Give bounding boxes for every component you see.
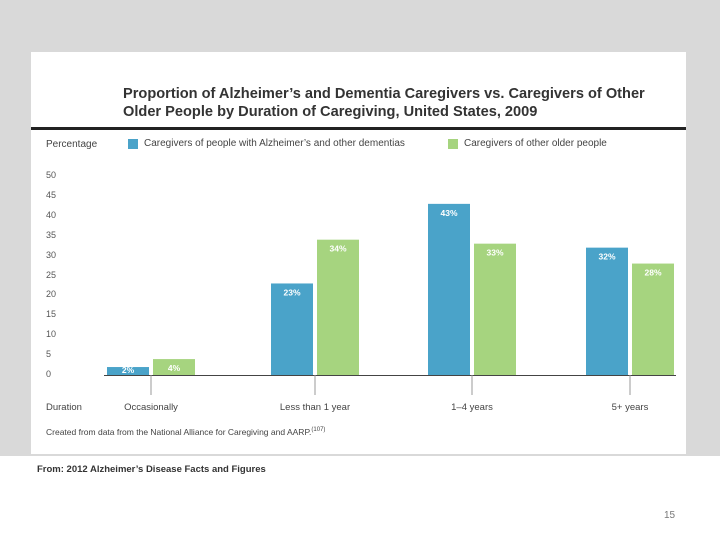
- data-note-text: Created from data from the National Alli…: [46, 427, 312, 437]
- data-note-ref: (107): [311, 427, 326, 434]
- x-tick-label: 5+ years: [611, 402, 649, 413]
- legend-swatch-alz: [128, 138, 138, 149]
- y-tick-label: 40: [46, 209, 57, 220]
- bar-value-label: 43%: [440, 208, 457, 218]
- bar-alz: [586, 247, 628, 375]
- bar-other: [474, 243, 516, 375]
- legend-item-alz: Caregivers of people with Alzheimer’s an…: [128, 138, 405, 149]
- y-tick-label: 10: [46, 329, 57, 340]
- bar-value-label: 28%: [644, 268, 661, 278]
- x-tick-label: Occasionally: [124, 402, 178, 413]
- chart-title: Proportion of Alzheimer’s and Dementia C…: [123, 85, 663, 121]
- bar-alz: [271, 283, 313, 375]
- x-tick-label: Less than 1 year: [279, 402, 351, 413]
- bar-value-label: 32%: [598, 252, 615, 262]
- y-tick-label: 0: [46, 369, 52, 379]
- x-axis-title: Duration: [46, 402, 82, 413]
- bar-alz: [428, 203, 470, 375]
- x-tick-label: 1–4 years: [451, 402, 493, 413]
- y-axis-title: Percentage: [46, 139, 98, 150]
- page-number: 15: [664, 510, 676, 521]
- bar-value-label: 34%: [329, 244, 346, 254]
- chart-title-line-2: Older People by Duration of Caregiving, …: [123, 104, 538, 120]
- title-divider: [31, 127, 686, 130]
- y-tick-label: 25: [46, 269, 57, 280]
- legend-label-alz: Caregivers of people with Alzheimer’s an…: [144, 138, 405, 149]
- legend-label-other: Caregivers of other older people: [464, 138, 607, 149]
- y-tick-label: 15: [46, 309, 57, 320]
- bar-other: [317, 239, 359, 375]
- bar-value-label: 33%: [486, 248, 503, 258]
- bar-alz: [107, 367, 149, 375]
- y-tick-label: 20: [46, 289, 57, 300]
- legend-swatch-other: [448, 138, 458, 149]
- y-tick-label: 5: [46, 349, 52, 360]
- y-tick-label: 35: [46, 229, 57, 240]
- data-note: Created from data from the National Alli…: [46, 427, 325, 437]
- y-tick-label: 30: [46, 249, 57, 260]
- source-caption: From: 2012 Alzheimer’s Disease Facts and…: [37, 464, 266, 475]
- bar-value-label: 23%: [283, 287, 300, 297]
- bar-value-label: 2%: [122, 365, 135, 375]
- y-tick-label: 50: [46, 170, 57, 180]
- bar-other: [153, 359, 195, 375]
- bar-other: [632, 263, 674, 375]
- chart-title-line-1: Proportion of Alzheimer’s and Dementia C…: [123, 86, 645, 102]
- bar-value-label: 4%: [168, 363, 181, 373]
- legend-item-other: Caregivers of other older people: [448, 138, 607, 149]
- y-tick-label: 45: [46, 189, 57, 200]
